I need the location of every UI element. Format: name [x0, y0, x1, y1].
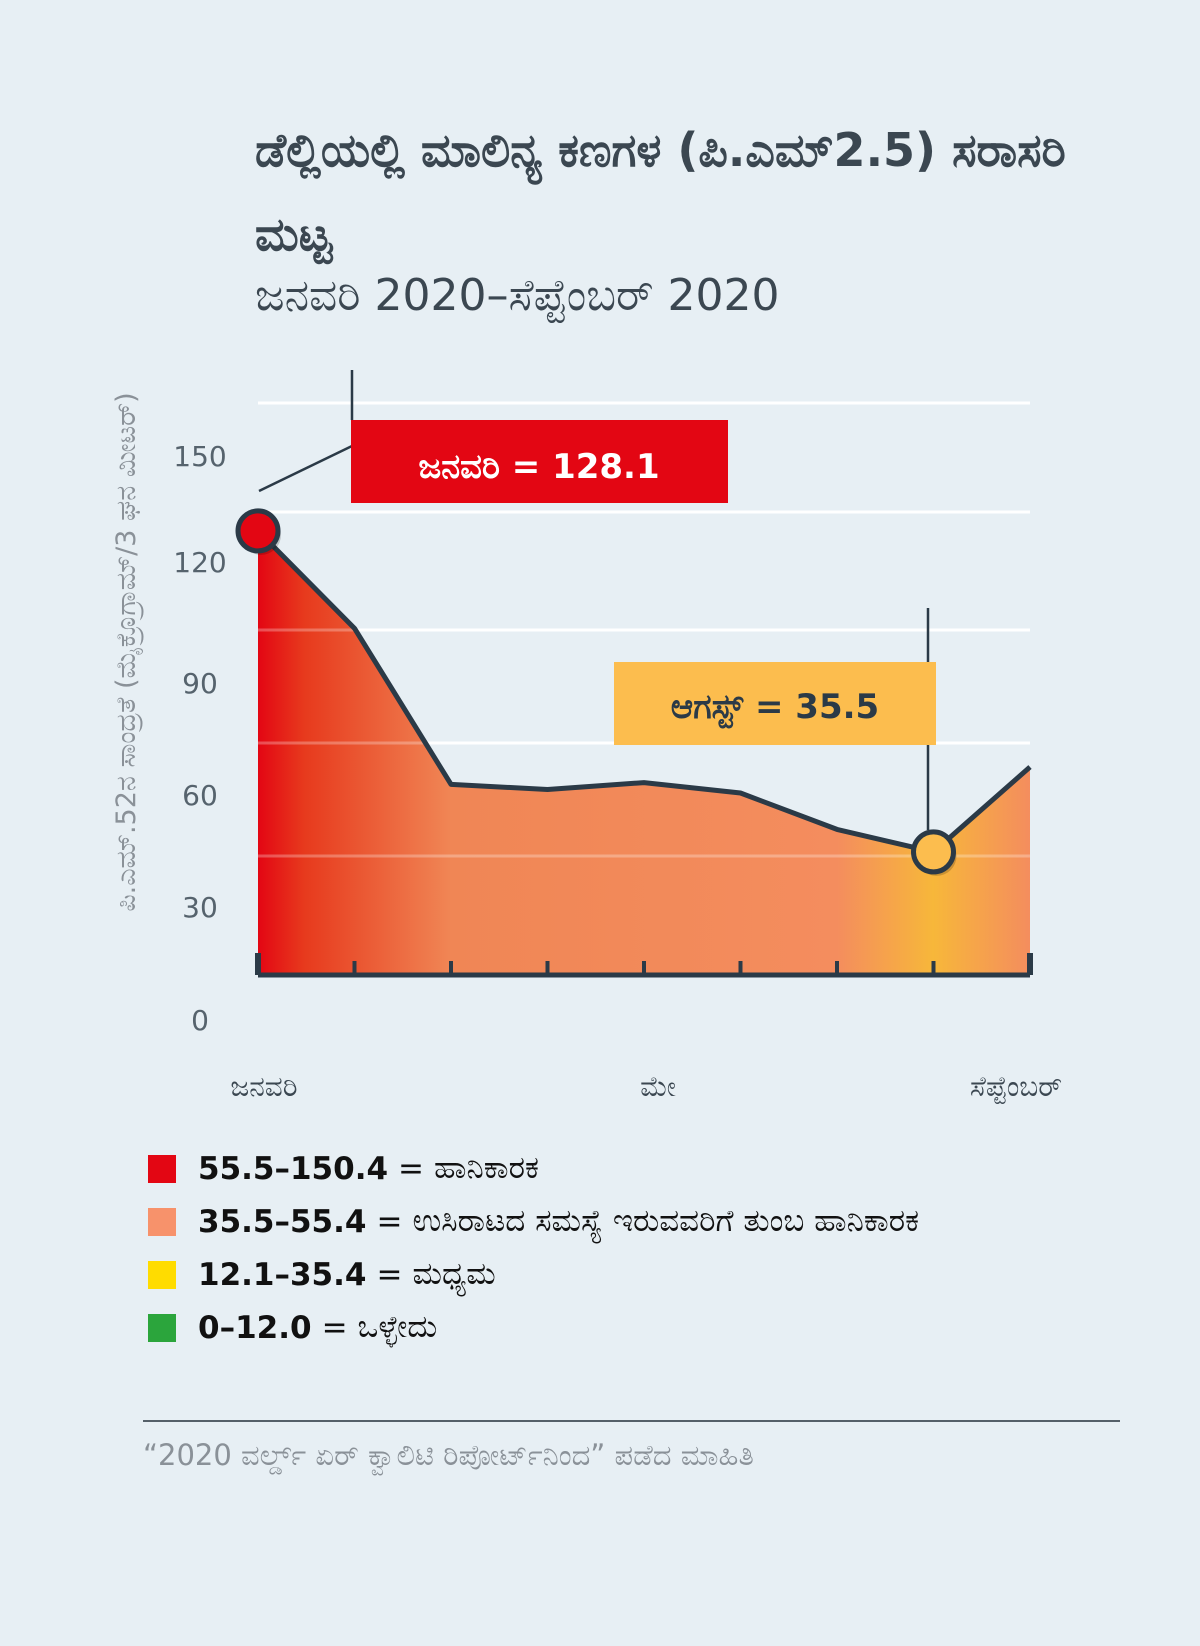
y-tick-label: 0: [191, 1004, 209, 1037]
legend: 55.5–150.4 = ಹಾನಿಕಾರಕ 35.5–55.4 = ಉಸಿರಾಟ…: [148, 1142, 919, 1354]
chart-subtitle: ಜನವರಿ 2020–ಸೆಪ್ಟೆಂಬರ್ 2020: [255, 270, 780, 321]
data-point-marker: [911, 829, 956, 875]
legend-equals: =: [376, 1256, 403, 1293]
y-tick-labels: 0 30 60 90 120 150: [173, 440, 226, 1037]
y-tick-label: 90: [182, 667, 218, 700]
pm25-area-chart: 0 30 60 90 120 150 ಜನವರಿ ಮೇ ಸೆಪ್ಟೆಂಬರ್ ಪಿ.ಎಮ್.5…: [111, 370, 1062, 1104]
legend-item: 0–12.0 = ಒಳ್ಳೇದು: [148, 1301, 919, 1354]
y-tick-label: 30: [182, 891, 218, 924]
x-tick-label: ಮೇ: [640, 1070, 676, 1103]
legend-range: 12.1–35.4: [198, 1256, 367, 1293]
y-tick-label: 150: [173, 440, 226, 473]
legend-item: 35.5–55.4 = ಉಸಿರಾಟದ ಸಮಸ್ಯೆ ಇರುವವರಿಗೆ ತುಂ…: [148, 1195, 919, 1248]
annotation-box: [614, 662, 936, 745]
legend-equals: =: [321, 1309, 348, 1346]
x-axis: [255, 953, 1033, 978]
legend-swatch: [148, 1154, 176, 1183]
divider: [143, 1420, 1120, 1422]
area-fill: [258, 530, 1030, 975]
source-note: “2020 ವರ್ಲ್ಡ್ ಏರ್ ಕ್ವಾಲಿಟಿ ರಿಪೋರ್ಟ್‌ನಿಂದ…: [143, 1438, 754, 1472]
legend-text: ಮಧ್ಯಮ: [412, 1256, 496, 1292]
x-tick-labels: ಜನವರಿ ಮೇ ಸೆಪ್ಟೆಂಬರ್: [230, 1070, 1062, 1104]
annotation-leader: [258, 444, 353, 493]
y-axis-label: ಪಿ.ಎಮ್.52ನ ಸಾಂದ್ರತೆ (ಮೈಕ್ರೊಗ್ರಾಮ್/3 ಘನ ಮ…: [111, 392, 144, 911]
chart-title: ಡೆಲ್ಲಿಯಲ್ಲಿ ಮಾಲಿನ್ಯ ಕಣಗಳ (ಪಿ.ಎಮ್2.5) ಸರಾ…: [255, 123, 1066, 261]
legend-item: 55.5–150.4 = ಹಾನಿಕಾರಕ: [148, 1142, 919, 1195]
legend-swatch: [148, 1207, 176, 1236]
legend-range: 35.5–55.4: [198, 1203, 367, 1240]
y-tick-label: 60: [182, 779, 218, 812]
legend-range: 0–12.0: [198, 1309, 312, 1346]
legend-swatch: [148, 1260, 176, 1289]
legend-equals: =: [398, 1150, 425, 1187]
legend-range: 55.5–150.4: [198, 1150, 389, 1187]
annotation-label: ಆಗಸ್ಟ್ = 35.5: [671, 687, 879, 729]
legend-text: ಉಸಿರಾಟದ ಸಮಸ್ಯೆ ಇರುವವರಿಗೆ ತುಂಬ ಹಾನಿಕಾರಕ: [412, 1203, 920, 1239]
legend-equals: =: [376, 1203, 403, 1240]
annotations: ಜನವರಿ = 128.1 ಆಗಸ್ಟ್ = 35.5: [235, 370, 957, 876]
y-tick-label: 120: [173, 546, 226, 579]
x-tick-label: ಜನವರಿ: [230, 1070, 297, 1103]
annotation-box: [351, 420, 728, 503]
series-line: [256, 529, 1032, 855]
legend-item: 12.1–35.4 = ಮಧ್ಯಮ: [148, 1248, 919, 1301]
legend-swatch: [148, 1313, 176, 1342]
annotation-label: ಜನವರಿ = 128.1: [418, 447, 659, 487]
legend-text: ಒಳ್ಳೇದು: [357, 1309, 438, 1345]
x-tick-label: ಸೆಪ್ಟೆಂಬರ್: [970, 1070, 1062, 1104]
legend-text: ಹಾನಿಕಾರಕ: [434, 1150, 539, 1186]
data-point-marker: [235, 508, 281, 554]
